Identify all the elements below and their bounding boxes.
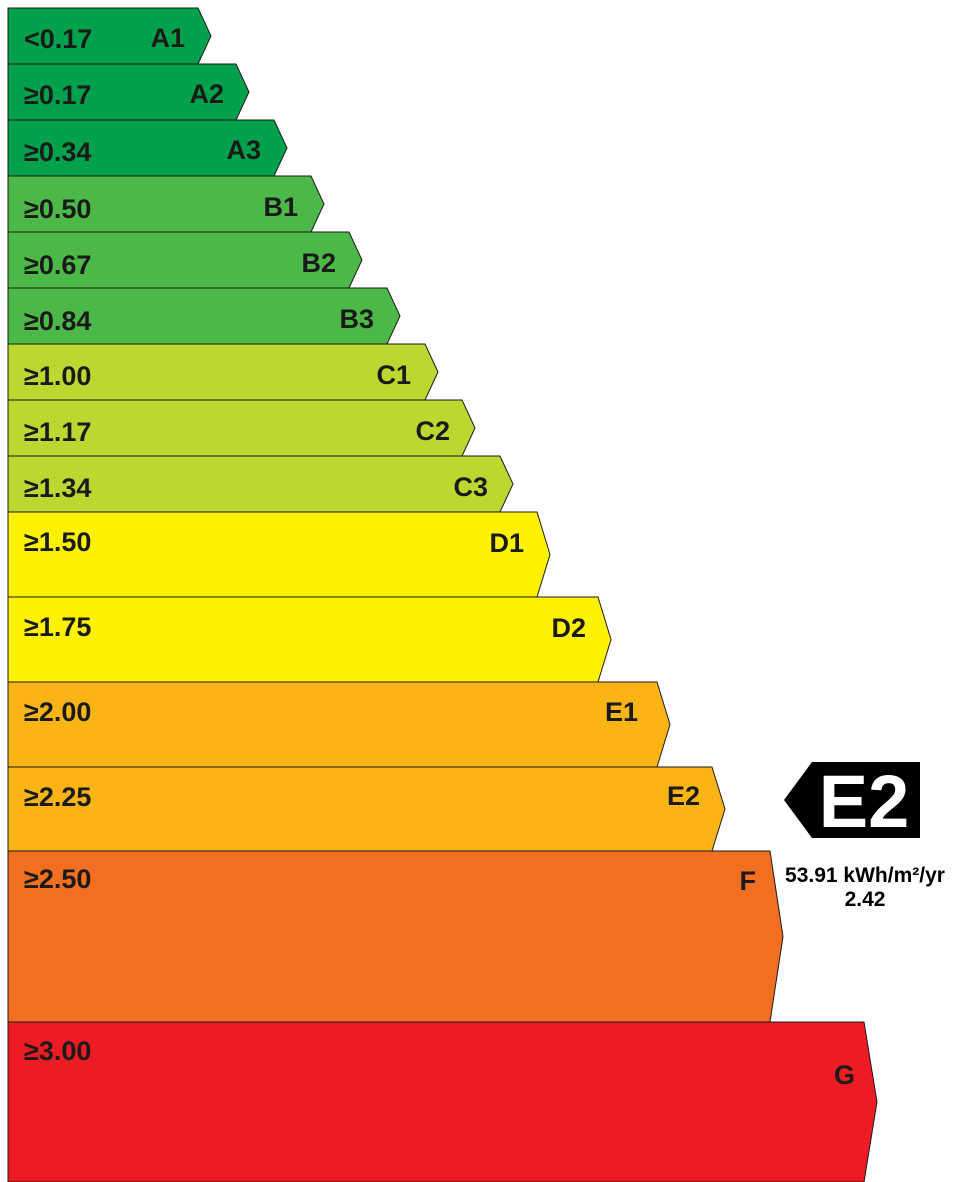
band-grade-label: A1 [150,23,185,53]
band-e2 [7,766,726,852]
band-threshold-label: ≥0.17 [24,80,91,110]
band-b2 [7,231,363,289]
band-threshold-label: ≥0.50 [24,194,91,224]
band-a2 [7,63,250,121]
band-grade-label: C3 [453,472,488,502]
band-d1 [7,511,551,598]
band-grade-label: B3 [339,304,374,334]
band-threshold-label: ≥1.34 [24,473,91,503]
band-grade-label: C2 [415,416,450,446]
band-threshold-label: ≥0.67 [24,250,91,280]
band-b3 [7,287,401,345]
band-grade-label: F [740,866,757,896]
band-f [7,850,784,1023]
band-threshold-label: ≥1.00 [24,361,91,391]
band-d2 [7,596,612,683]
band-grade-label: C1 [376,360,411,390]
band-grade-label: A3 [226,135,261,165]
band-threshold-label: ≥2.00 [24,697,91,727]
band-grade-label: B2 [301,248,336,278]
result-value: 2.42 [844,888,886,911]
band-g [7,1021,878,1182]
band-threshold-label: ≥2.25 [24,782,91,812]
band-threshold-label: ≥1.17 [24,417,91,447]
band-grade-label: G [834,1060,855,1090]
band-c1 [7,343,439,401]
band-c2 [7,399,476,457]
band-threshold-label: ≥0.84 [24,306,91,336]
band-threshold-label: <0.17 [24,24,92,54]
band-threshold-label: ≥3.00 [24,1036,91,1066]
band-e1 [7,681,671,768]
band-a1 [7,7,212,65]
band-threshold-label: ≥0.34 [24,137,91,167]
band-a3 [7,119,288,177]
band-grade-label: E1 [605,697,638,727]
band-b1 [7,175,325,233]
band-threshold-label: ≥1.75 [24,612,91,642]
band-grade-label: D1 [489,528,524,558]
current-rating-grade: E2 [819,760,910,843]
band-grade-label: B1 [263,192,298,222]
band-threshold-label: ≥1.50 [24,527,91,557]
result-energy: 53.91 kWh/m²/yr [785,864,945,887]
current-rating-indicator [784,762,920,838]
band-threshold-label: ≥2.50 [24,864,91,894]
band-grade-label: E2 [667,781,700,811]
band-c3 [7,455,514,513]
band-grade-label: A2 [189,79,224,109]
band-grade-label: D2 [551,613,586,643]
